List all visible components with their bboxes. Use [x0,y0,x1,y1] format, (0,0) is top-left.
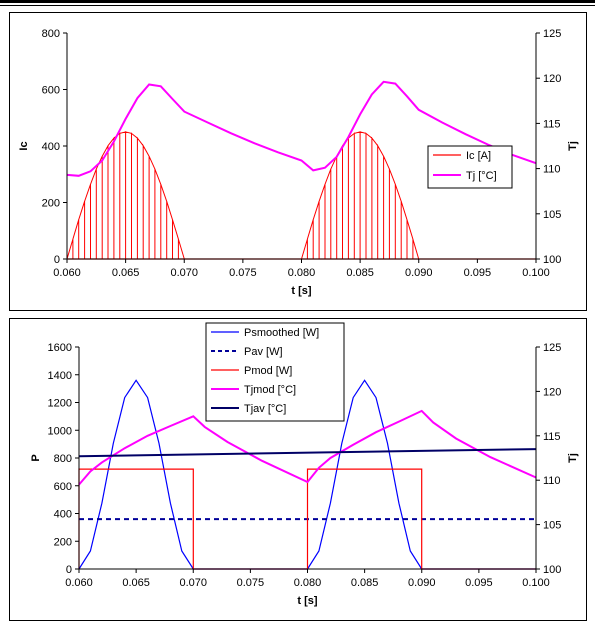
legend-box [427,145,513,189]
x-tick-label: 0.080 [288,267,316,279]
legend: Ic [A] Tj [°C] [427,145,513,189]
x-tick-label: 0.085 [346,267,374,279]
y-tick-label: 600 [42,85,60,97]
y-right-tick-label: 105 [543,520,561,532]
legend: Psmoothed [W] Pav [W] Pmod [W] Tjmod [°C] Tj… [205,322,345,422]
x-tick-label: 0.095 [465,577,493,589]
x-tick-label: 0.070 [179,577,207,589]
y-tick-label: 1400 [48,370,72,382]
y-right-tick-label: 105 [543,209,561,221]
x-tick-label: 0.080 [294,577,322,589]
y-tick-label: 0 [54,254,60,266]
axes: 0.060 0.065 0.070 0.075 0.080 0.085 0.090 0.095… [18,28,579,297]
y-right-tick-label: 120 [543,386,561,398]
chart-power-temperature: 0.060 0.065 0.070 0.075 0.080 0.085 0.090 0.095… [30,322,579,607]
legend-label-ic: Ic [A] [466,150,491,162]
y-right-tick-label: 110 [543,164,561,176]
y-axis-label-left: Ic [18,141,30,150]
x-tick-label: 0.060 [65,577,93,589]
y-tick-label: 400 [42,141,60,153]
legend-label-pmod: Pmod [W] [244,365,292,377]
x-tick-label: 0.060 [53,267,81,279]
x-tick-label: 0.075 [229,267,257,279]
tjav-series [78,448,537,458]
x-tick-label: 0.100 [522,577,550,589]
y-axis-label-right: Tj [567,141,579,151]
y-tick-label: 400 [54,509,72,521]
x-axis-label: t [s] [297,595,318,607]
legend-label-tjmod: Tjmod [°C] [244,384,296,396]
tj-series [66,80,537,177]
plot-area [78,379,537,570]
chart-current-temperature: 0.060 0.065 0.070 0.075 0.080 0.085 0.090 0.095… [18,28,579,297]
y-tick-label: 0 [66,564,72,576]
y-tick-label: 1000 [48,425,72,437]
legend-box [205,322,345,422]
x-tick-label: 0.085 [351,577,379,589]
legend-label-psmoothed: Psmoothed [W] [244,327,319,339]
ic-series-pulses [66,131,420,260]
x-tick-label: 0.100 [522,267,550,279]
top-rule-thin [0,5,595,6]
y-tick-label: 1600 [48,342,72,354]
y-tick-label: 800 [42,28,60,40]
x-tick-label: 0.075 [237,577,265,589]
legend-label-tjav: Tjav [°C] [244,403,286,415]
legend-label-tj: Tj [°C] [466,170,497,182]
tjmod-series [78,409,537,486]
y-tick-label: 600 [54,481,72,493]
x-tick-label: 0.065 [112,267,140,279]
x-tick-label: 0.095 [464,267,492,279]
x-tick-label: 0.065 [122,577,150,589]
x-tick-label: 0.070 [170,267,198,279]
y-right-tick-label: 120 [543,73,561,85]
x-tick-label: 0.090 [405,267,433,279]
y-tick-label: 200 [54,536,72,548]
y-right-tick-label: 125 [543,342,561,354]
y-axis-label-right: Tj [567,453,579,463]
y-right-tick-label: 100 [543,254,561,266]
legend-label-pav: Pav [W] [244,346,283,358]
x-tick-label: 0.090 [408,577,436,589]
y-right-tick-label: 110 [543,475,561,487]
y-right-tick-label: 115 [543,118,561,130]
y-axis-label-left: P [30,454,42,461]
chart-panel-current-temperature: 0.060 0.065 0.070 0.075 0.080 0.085 0.090 0.095… [9,12,587,311]
y-tick-label: 1200 [48,398,72,410]
chart-panel-power-temperature: 0.060 0.065 0.070 0.075 0.080 0.085 0.090 0.095… [9,318,587,621]
y-right-tick-label: 125 [543,28,561,40]
axes: 0.060 0.065 0.070 0.075 0.080 0.085 0.090 0.095… [30,342,579,607]
y-right-tick-label: 115 [543,431,561,443]
x-axis-label: t [s] [291,285,312,297]
y-tick-label: 200 [42,198,60,210]
y-tick-label: 800 [54,453,72,465]
y-right-tick-label: 100 [543,564,561,576]
top-rule-thick [0,0,595,3]
